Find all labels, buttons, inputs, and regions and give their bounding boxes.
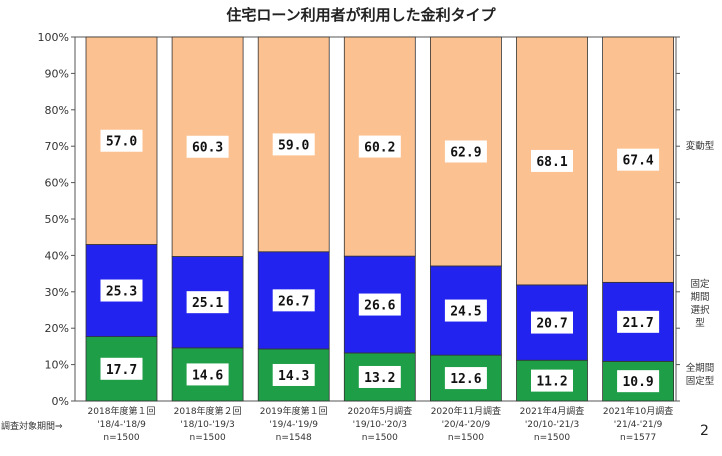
data-label: 13.2: [364, 371, 395, 386]
data-label-box: [617, 148, 660, 171]
data-label-box: [272, 289, 315, 312]
legend-line: 期間: [690, 292, 710, 303]
data-label-box: [186, 135, 229, 158]
data-label-box: [617, 370, 660, 393]
data-label: 25.3: [106, 285, 137, 300]
category-label: 2020年11月調査 '20/4-'20/9 n=1500: [421, 406, 511, 445]
data-label-box: [358, 135, 401, 158]
data-label: 20.7: [536, 317, 567, 332]
data-label-box: [186, 363, 229, 386]
y-tick-label: 40%: [45, 249, 69, 262]
page-number: 2: [700, 423, 709, 439]
data-label: 10.9: [622, 375, 653, 390]
category-name: 2021年10月調査: [602, 407, 674, 417]
data-label: 62.9: [450, 145, 481, 160]
legend-line: 全期間: [685, 363, 715, 374]
data-label: 12.6: [450, 372, 481, 387]
data-label-box: [100, 129, 143, 152]
category-n: n=1500: [447, 433, 484, 443]
y-tick-label: 100%: [38, 31, 69, 44]
legend-line: 固定: [690, 279, 710, 290]
data-label: 11.2: [536, 375, 567, 390]
data-label-box: [358, 293, 401, 316]
data-label-box: [531, 149, 573, 172]
data-label: 68.1: [536, 155, 567, 170]
y-tick-label: 70%: [45, 140, 69, 153]
category-label: 2018年度第１回 '18/4-'18/9 n=1500: [77, 406, 167, 445]
data-label-box: [617, 310, 660, 333]
data-label: 25.1: [192, 296, 223, 311]
category-period: '18/4-'18/9: [97, 420, 146, 430]
y-tick-label: 50%: [45, 213, 69, 226]
data-label-box: [100, 279, 143, 302]
data-label: 26.7: [278, 294, 309, 309]
y-tick-label: 80%: [45, 104, 69, 117]
data-label: 67.4: [622, 154, 653, 169]
data-label-box: [358, 365, 401, 388]
category-n: n=1500: [103, 433, 140, 443]
category-label: 2019年度第１回 '19/4-'19/9 n=1548: [249, 406, 339, 445]
data-label: 60.3: [192, 141, 223, 156]
data-label-box: [444, 140, 487, 163]
legend-label: 固定 期間 選択型: [680, 278, 720, 330]
category-n: n=1500: [533, 433, 571, 443]
category-period: '20/10-'21/3: [524, 420, 580, 430]
category-period: '19/10-'20/3: [352, 420, 407, 430]
y-tick-label: 0%: [52, 395, 69, 408]
legend-label: 変動型: [680, 140, 720, 153]
legend-line: 変動型: [685, 141, 715, 152]
data-label-box: [444, 299, 487, 322]
data-label-box: [531, 369, 573, 392]
category-name: 2019年度第１回: [259, 407, 328, 417]
data-label: 24.5: [450, 305, 481, 320]
category-name: 2018年度第１回: [87, 407, 156, 417]
category-name: 2020年5月調査: [347, 407, 413, 417]
category-name: 2020年11月調査: [430, 407, 502, 417]
category-period: '20/4-'20/9: [441, 420, 491, 430]
y-tick-label: 60%: [45, 177, 69, 190]
category-period: '21/4-'21/9: [613, 420, 663, 430]
data-label-box: [186, 291, 229, 314]
y-tick-label: 20%: [45, 322, 69, 335]
y-tick-label: 10%: [45, 359, 69, 372]
legend-line: 選択: [690, 305, 710, 316]
data-label-box: [272, 363, 315, 386]
data-label-box: [100, 357, 143, 380]
data-label: 57.0: [106, 135, 137, 150]
category-period: '18/10-'19/3: [180, 420, 235, 430]
legend-line: 固定型: [685, 376, 715, 387]
category-period: '19/4-'19/9: [269, 420, 318, 430]
y-tick-label: 30%: [45, 286, 69, 299]
data-label: 60.2: [364, 141, 395, 156]
y-tick-label: 90%: [45, 67, 69, 80]
data-label: 59.0: [278, 138, 309, 153]
category-name: 2021年4月調査: [519, 407, 585, 417]
data-label-box: [531, 311, 573, 334]
data-label: 14.6: [192, 368, 223, 383]
period-prefix: 調査対象期間⇒: [1, 422, 63, 432]
category-n: n=1577: [620, 433, 657, 443]
category-n: n=1548: [275, 433, 312, 443]
data-label: 26.6: [364, 299, 395, 314]
data-label: 14.3: [278, 369, 309, 384]
legend-line: 型: [695, 318, 705, 329]
legend-label: 全期間 固定型: [680, 362, 720, 388]
category-label: 2020年5月調査 '19/10-'20/3 n=1500: [335, 406, 425, 445]
category-n: n=1500: [361, 433, 398, 443]
category-name: 2018年度第２回: [173, 407, 242, 417]
data-label: 21.7: [622, 316, 653, 331]
chart-title: 住宅ローン利用者が利用した金利タイプ: [226, 6, 496, 24]
data-label-box: [444, 367, 487, 390]
data-label: 17.7: [106, 363, 137, 378]
category-label: 2021年4月調査 '20/10-'21/3 n=1500: [507, 406, 597, 445]
category-label: 2018年度第２回 '18/10-'19/3 n=1500: [163, 406, 253, 445]
category-label: 2021年10月調査 '21/4-'21/9 n=1577: [593, 406, 683, 445]
data-label-box: [272, 133, 315, 156]
category-n: n=1500: [189, 433, 226, 443]
